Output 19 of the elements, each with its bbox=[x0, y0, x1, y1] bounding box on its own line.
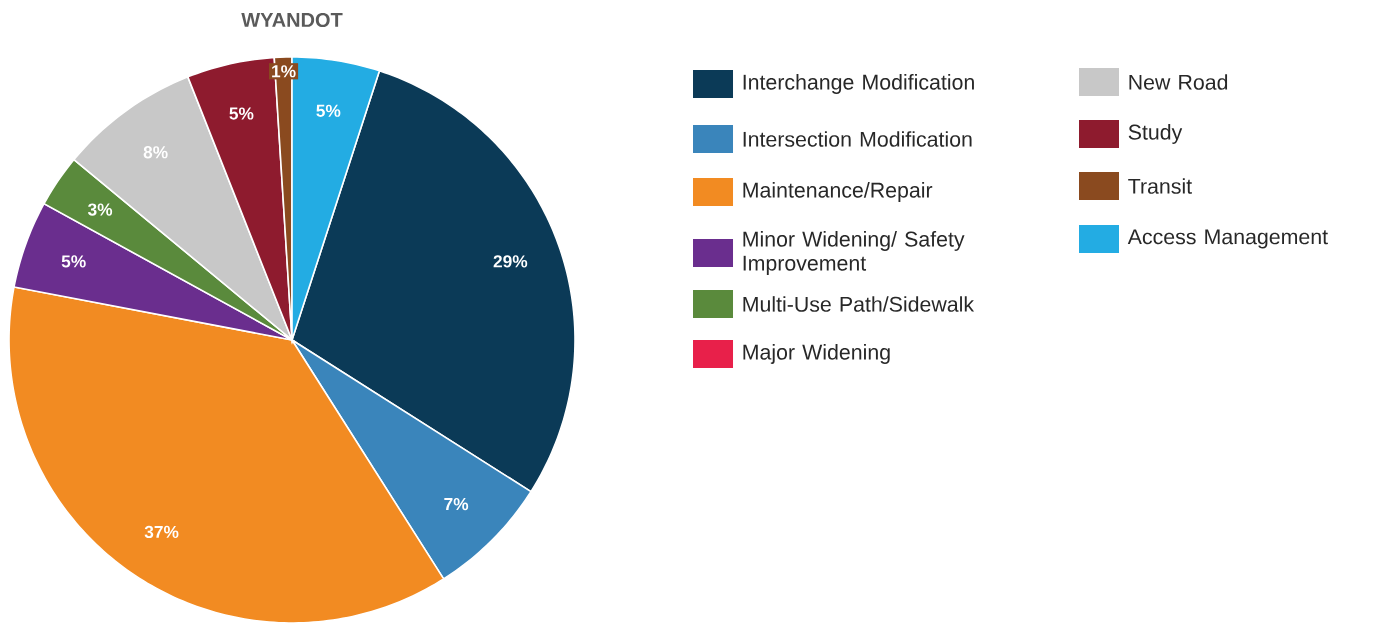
legend-label: Interchange Modification bbox=[743, 74, 974, 94]
legend-label: New Road bbox=[1129, 74, 1228, 90]
data-label: 29% bbox=[493, 255, 528, 268]
data-label: 1% bbox=[272, 65, 296, 78]
legend-label: Study bbox=[1128, 124, 1183, 144]
data-label: 3% bbox=[87, 203, 113, 216]
data-label: 5% bbox=[229, 107, 254, 120]
legend-label: Multi-Use Path/Sidewalk bbox=[743, 296, 975, 312]
data-label: 5% bbox=[316, 104, 341, 117]
data-label: 37% bbox=[144, 525, 179, 539]
legend-label: Major Widening bbox=[743, 344, 890, 364]
legend-label: Transit bbox=[1128, 178, 1192, 194]
chart-title: WYANDOT bbox=[241, 12, 343, 28]
data-label: 5% bbox=[61, 255, 86, 268]
data-label: 7% bbox=[444, 497, 469, 511]
legend-label: Maintenance/Repair bbox=[743, 182, 933, 202]
legend-label: Intersection Modification bbox=[743, 131, 972, 147]
legend-label: Minor Widening/ Safety Improvement bbox=[743, 231, 965, 275]
legend-label: Access Management bbox=[1127, 229, 1328, 249]
